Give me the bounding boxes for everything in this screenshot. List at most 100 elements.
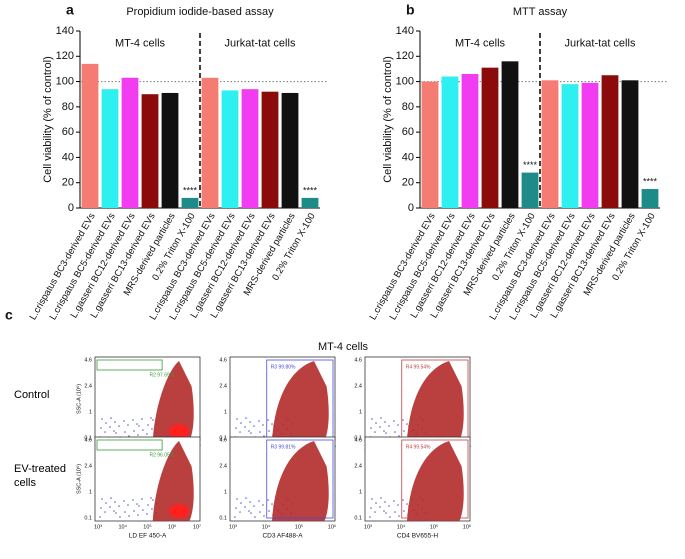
x-tick-label: 10⁴ [262,523,271,530]
y-tick-label: 100 [396,75,414,87]
scatter-dot [104,431,106,433]
scatter-dot [249,421,251,423]
scatter-dot [262,424,264,426]
scatter-dot [250,512,252,514]
x-tick-label: 10⁵ [430,523,438,530]
scatter-dot [254,516,256,518]
y-tick-label: 120 [56,50,74,62]
scatter-dot [113,510,115,512]
scatter-dot [271,423,273,425]
bar [481,67,499,209]
bar [301,197,319,208]
scatter-dot [403,430,405,432]
scatter-dot [239,431,241,433]
row-label: Control [14,389,50,401]
y-tick-label: 2.4 [219,383,227,389]
bar [101,89,119,208]
y-tick-label: 140 [56,25,74,37]
y-tick-label: 2.4 [354,463,362,469]
y-tick-label: 20 [62,177,74,189]
scatter-dot [138,505,140,507]
scatter-dot [385,512,387,514]
scatter-dot [393,420,395,422]
y-tick-label: 1 [224,489,227,495]
scatter-dot [258,500,260,502]
scatter-dot [244,506,246,508]
bar [421,81,439,208]
scatter-dot [236,498,238,500]
scatter-dot [142,429,144,431]
bar [581,82,599,208]
scatter-dot [239,511,241,513]
y-tick-label: 0 [68,202,74,214]
y-tick-label: 2.4 [219,463,227,469]
scatter-dot [137,514,139,516]
scatter-dot [394,431,396,433]
x-axis-label: CD4 BV655-H [397,533,438,540]
y-tick-label: 4.6 [219,357,227,363]
scatter-dot [385,432,387,434]
bar [501,61,519,208]
scatter-dot [104,511,106,513]
scatter-dot [267,419,269,421]
cell-population [152,441,194,521]
scatter-dot [248,510,250,512]
y-axis-label: Cell viability (% of control) [42,56,54,183]
scatter-dot [248,430,250,432]
y-tick-label: 0.1 [354,515,362,521]
bar [281,92,299,208]
scatter-dot [371,498,373,500]
significance-label: **** [523,160,538,170]
y-tick-label: 2.4 [84,463,92,469]
scatter-dot [136,503,138,505]
scatter-dot [263,515,265,517]
y-tick-label: 80 [402,101,414,113]
scatter-dot [105,502,107,504]
scatter-dot [114,421,116,423]
scatter-dot [152,499,154,501]
gate-label: R3 99.80% [271,364,296,370]
scatter-dot [267,499,269,501]
scatter-dot [105,422,107,424]
scatter-dot [127,424,129,426]
scatter-dot [100,507,102,509]
scatter-dot [369,516,371,518]
scatter-dot [147,504,149,506]
dense-region [169,424,189,438]
scatter-dot [271,503,273,505]
scatter-dot [397,504,399,506]
scatter-dot [151,428,153,430]
scatter-dot [110,497,112,499]
scatter-dot [119,516,121,518]
gate-label: R2 96.05% [150,452,175,458]
x-tick-label: 10⁶ [328,523,336,530]
panel-label: a [66,2,74,18]
scatter-dot [397,424,399,426]
y-tick-label: 1 [89,489,92,495]
y-tick-label: 4.6 [354,437,362,443]
bar [521,172,539,208]
gate-label: R4 99.54% [406,444,431,450]
scatter-dot [380,417,382,419]
y-tick-label: 1 [224,409,227,415]
significance-label: **** [643,176,658,186]
scatter-dot [99,516,101,518]
scatter-dot [124,431,126,433]
bar [461,73,479,208]
scatter-dot [245,417,247,419]
scatter-dot [384,501,386,503]
x-axis-label: CD3 AF488-A [262,533,303,540]
bar [221,90,239,208]
y-tick-label: 40 [62,151,74,163]
scatter-dot [250,432,252,434]
bar [541,80,559,208]
y-tick-label: 4.6 [354,357,362,363]
bar [561,84,579,208]
scatter-dot [406,503,408,505]
scatter-dot [379,426,381,428]
bar [261,91,279,208]
y-axis-label: SSC-A (10⁶) [75,464,82,494]
x-tick-label: 10³ [94,524,102,530]
